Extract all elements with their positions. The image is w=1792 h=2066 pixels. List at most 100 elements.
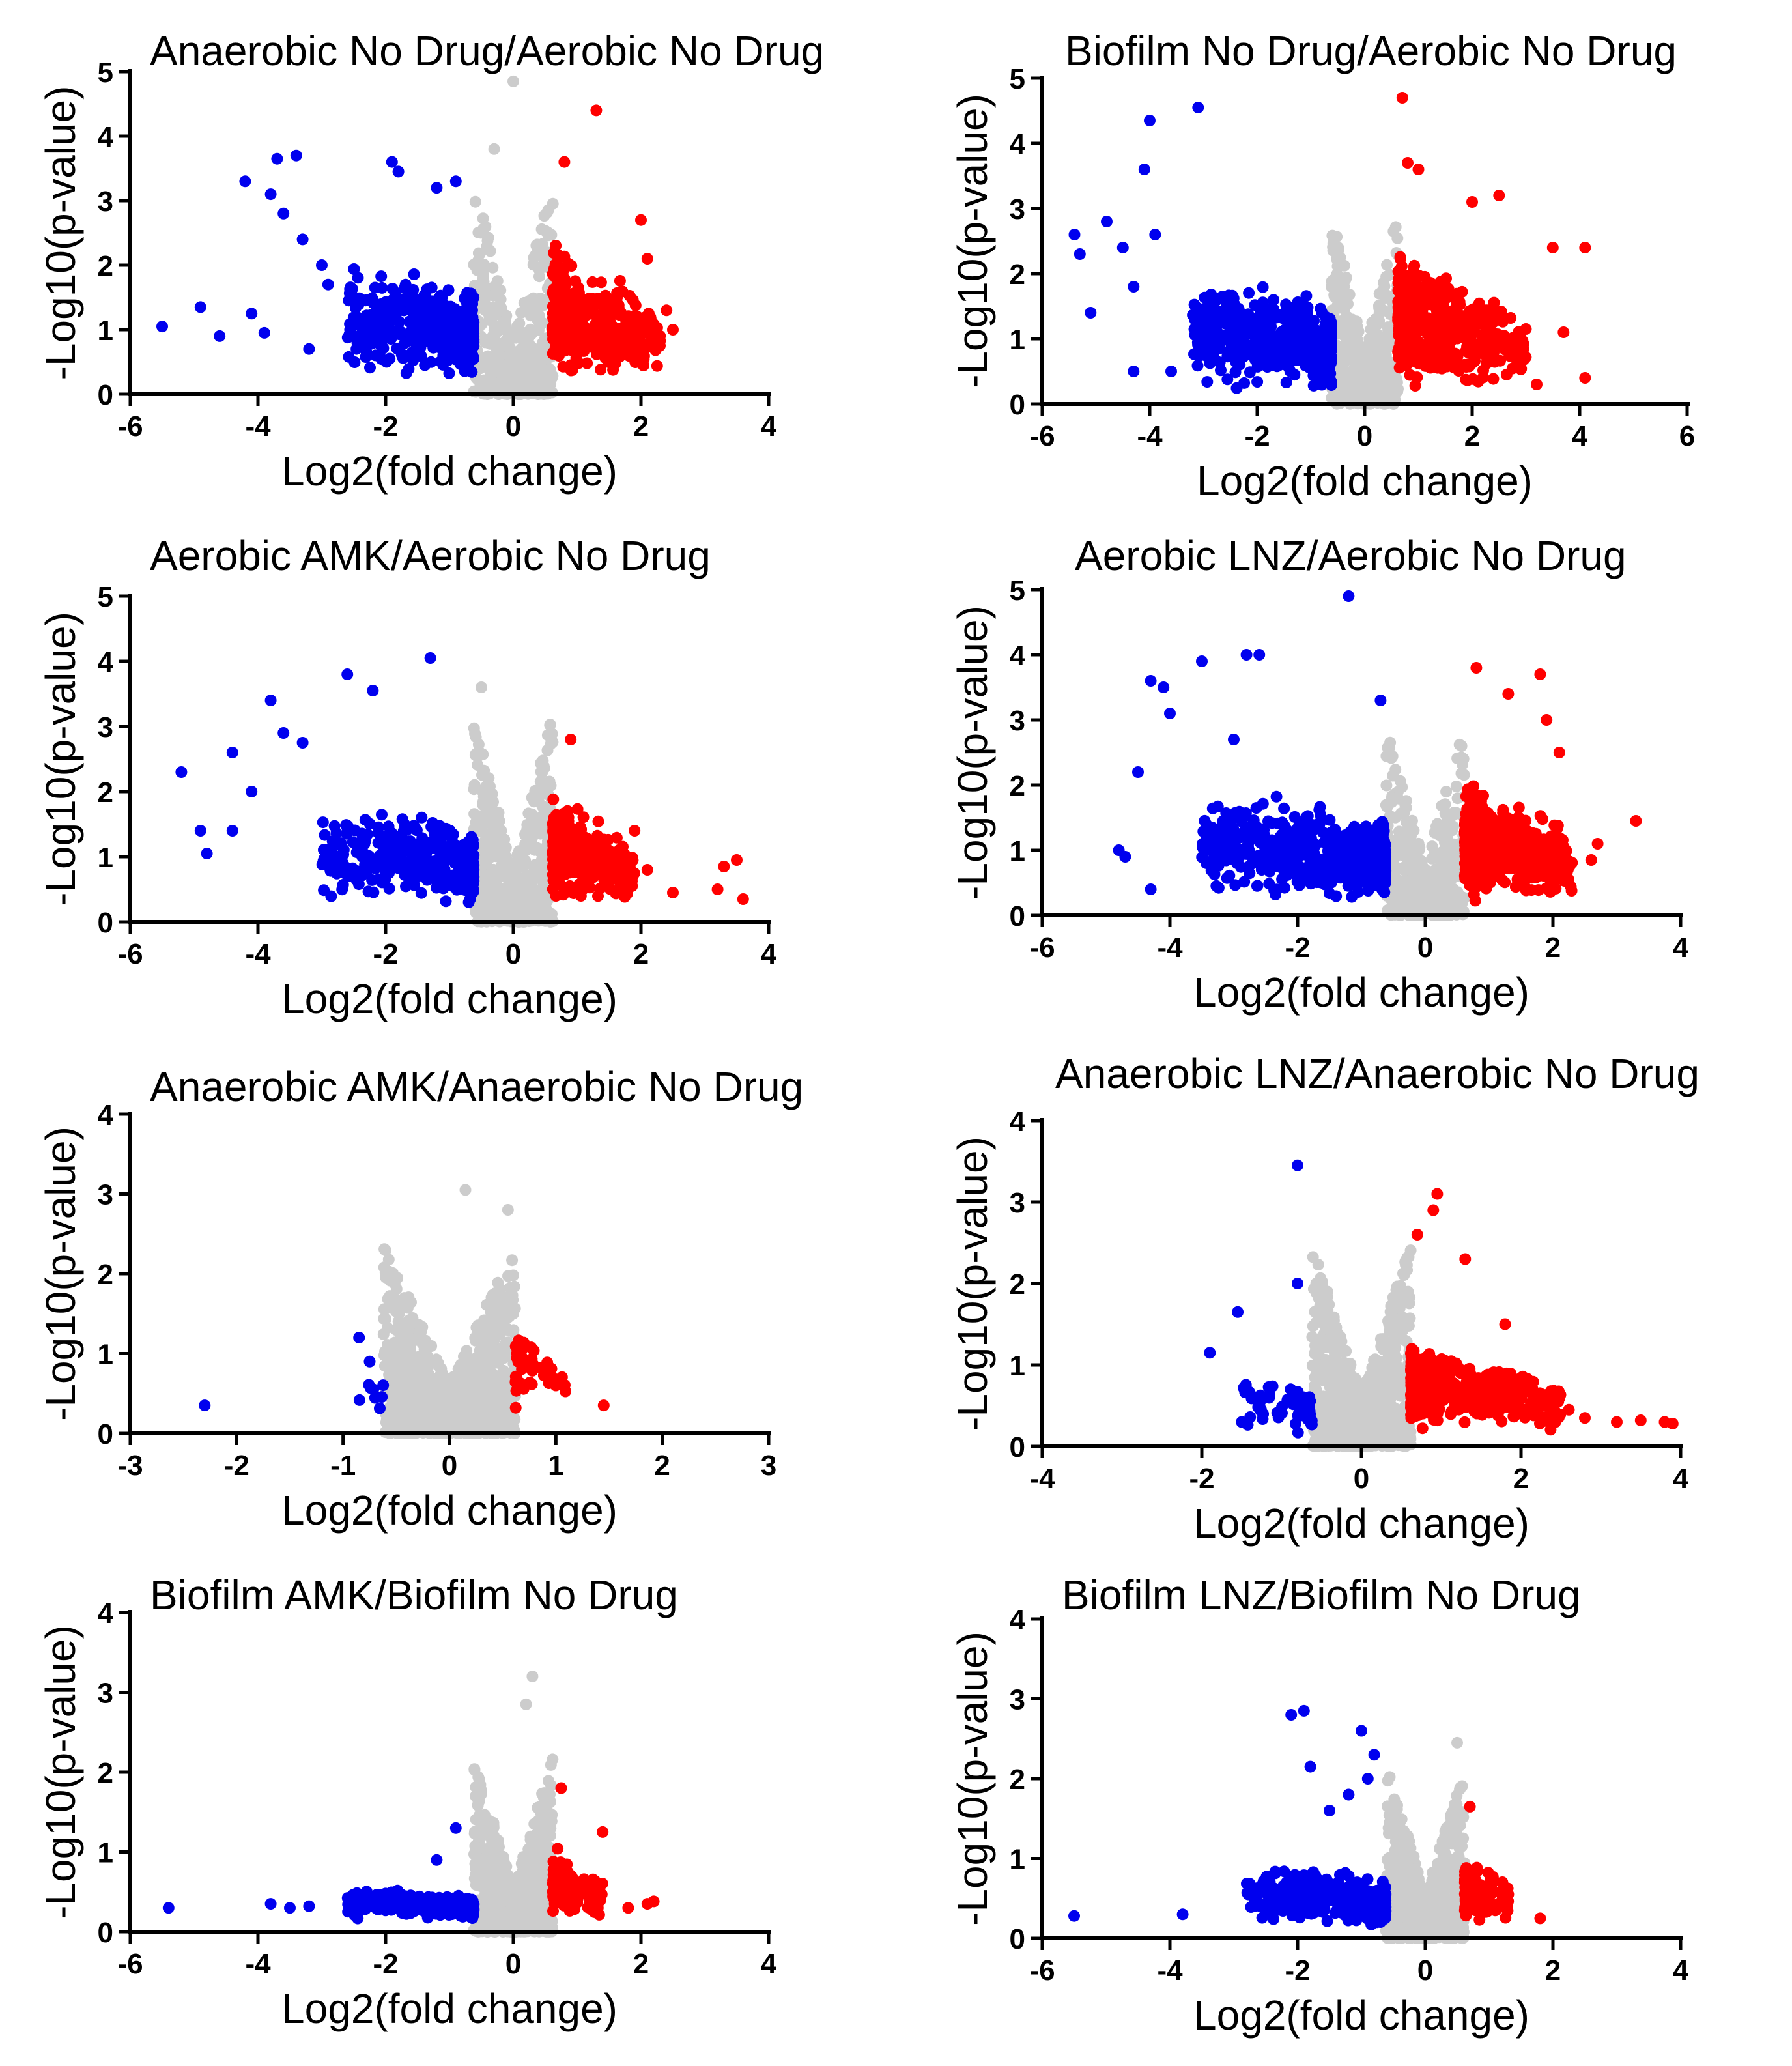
data-point [239, 175, 251, 188]
data-point [442, 284, 455, 296]
x-tick-label: -6 [117, 938, 143, 970]
y-tick-label: 1 [1010, 324, 1025, 356]
data-point [488, 143, 500, 155]
data-point [1376, 848, 1389, 860]
data-point [1149, 229, 1161, 240]
data-point [1255, 861, 1268, 873]
data-point [1192, 102, 1204, 113]
data-point [1373, 302, 1386, 315]
data-point [359, 814, 371, 826]
x-tick-label: -2 [1244, 420, 1270, 452]
data-point [1430, 349, 1442, 362]
data-point [175, 766, 188, 778]
data-point [341, 668, 354, 680]
y-tick-label: 2 [1010, 259, 1025, 291]
data-point [1423, 287, 1436, 299]
data-point [477, 212, 489, 225]
data-point [495, 302, 507, 314]
data-point [482, 306, 494, 319]
data-point [1546, 242, 1559, 253]
data-point [560, 821, 572, 833]
data-point [337, 844, 350, 856]
data-point [595, 867, 607, 880]
data-point [1455, 751, 1468, 764]
data-point [457, 857, 470, 870]
data-points [1113, 590, 1642, 921]
data-point [540, 375, 552, 387]
data-point [1349, 837, 1361, 849]
data-point [1493, 190, 1505, 201]
data-point [1446, 824, 1458, 837]
data-point [416, 811, 428, 824]
data-point [1201, 376, 1214, 388]
data-point [620, 345, 633, 358]
data-point [1500, 368, 1513, 380]
data-point [1286, 865, 1298, 877]
data-point [1331, 251, 1344, 263]
data-point [1251, 821, 1263, 833]
data-point [1207, 337, 1219, 349]
data-point [1296, 343, 1309, 354]
data-point [1225, 814, 1238, 827]
data-point [277, 727, 290, 739]
data-point [477, 276, 490, 288]
data-point [1378, 867, 1391, 880]
data-point [458, 878, 470, 891]
data-point [523, 306, 535, 318]
data-point [444, 344, 457, 356]
y-axis-label: -Log10(p-value) [37, 612, 84, 906]
data-point [1430, 305, 1443, 317]
data-point [1420, 316, 1432, 328]
data-point [614, 275, 626, 287]
data-point [1337, 289, 1350, 302]
x-tick-label: -6 [1029, 420, 1055, 452]
data-point [1378, 344, 1391, 356]
data-point [384, 352, 396, 365]
data-point [1408, 824, 1420, 837]
x-axis-label: Log2(fold change) [281, 448, 618, 495]
data-point [569, 308, 581, 321]
data-point [613, 844, 625, 856]
data-point [1223, 326, 1236, 339]
data-point [1261, 837, 1273, 850]
data-point [545, 779, 557, 792]
data-point [491, 275, 504, 287]
data-points [156, 75, 679, 400]
data-point [1447, 308, 1459, 320]
data-point [1398, 292, 1410, 304]
data-point [400, 880, 412, 893]
data-point [1386, 794, 1399, 807]
data-point [1257, 797, 1269, 810]
data-point [1382, 324, 1395, 337]
data-point [1383, 751, 1395, 763]
data-point [711, 883, 724, 895]
data-point [412, 328, 425, 341]
x-tick-label: 0 [505, 938, 521, 970]
data-point [467, 851, 479, 863]
data-point [507, 75, 519, 87]
data-point [1397, 324, 1409, 337]
data-point [321, 844, 334, 856]
y-tick-label: 1 [98, 842, 113, 874]
data-point [360, 852, 371, 865]
data-point [425, 356, 437, 368]
data-point [551, 248, 563, 261]
data-point [527, 259, 539, 271]
data-point [1234, 358, 1246, 371]
data-point [561, 866, 573, 878]
data-point [362, 333, 374, 345]
data-point [405, 296, 417, 309]
data-point [526, 352, 538, 364]
data-point [667, 324, 679, 336]
data-point [496, 833, 509, 845]
x-tick-label: 0 [505, 410, 521, 442]
data-point [1210, 319, 1222, 332]
data-point [1251, 376, 1264, 388]
data-point [1358, 361, 1370, 373]
data-point [578, 345, 590, 357]
data-point [498, 854, 511, 867]
data-point [1301, 301, 1314, 313]
data-point [1191, 324, 1202, 337]
data-point [1488, 327, 1500, 339]
data-point [603, 339, 616, 352]
